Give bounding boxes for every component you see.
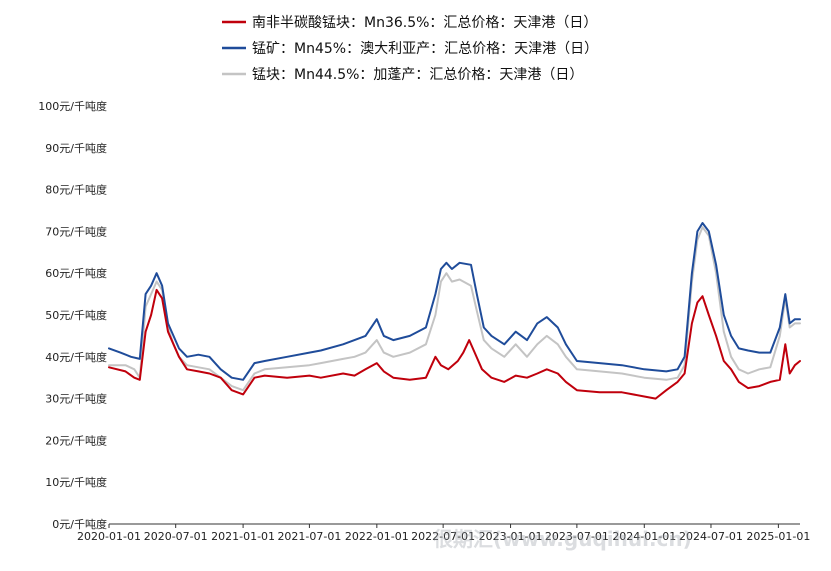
series-line-0 [108, 288, 801, 400]
legend-label: 锰矿：Mn45%：澳大利亚产：汇总价格：天津港（日） [252, 41, 598, 57]
y-tick-label: 90元/千吨度 [45, 141, 107, 155]
x-tick-label: 2024-07-01 [679, 530, 743, 543]
legend-label: 锰块：Mn44.5%：加蓬产：汇总价格：天津港（日） [252, 67, 583, 83]
y-tick-label: 50元/千吨度 [45, 308, 107, 322]
x-tick-label: 2024-01-01 [612, 530, 676, 543]
x-tick-label: 2023-07-01 [545, 530, 609, 543]
x-tick-label: 2021-01-01 [211, 530, 275, 543]
x-tick-label: 2020-01-01 [77, 530, 141, 543]
y-tick-label: 100元/千吨度 [38, 99, 107, 113]
x-tick-label: 2023-01-01 [479, 530, 543, 543]
x-axis: 2020-01-01 2020-07-01 2021-01-01 2021-07-01… [77, 523, 810, 543]
y-tick-label: 30元/千吨度 [45, 392, 107, 406]
series-layer [108, 222, 801, 400]
watermark-text: 很期汇(www.guqihui.cn) [433, 527, 692, 551]
series-line-2 [108, 226, 801, 392]
y-tick-label: 70元/千吨度 [45, 224, 107, 238]
x-tick-label: 2020-07-01 [144, 530, 208, 543]
x-tick-label: 2025-01-01 [746, 530, 810, 543]
y-axis: 0元/千吨度 10元/千吨度 20元/千吨度 30元/千吨度 40元/千吨度 50元/千吨… [38, 99, 107, 531]
y-tick-label: 80元/千吨度 [45, 183, 107, 197]
legend: 南非半碳酸锰块：Mn36.5%：汇总价格：天津港（日） 锰矿：Mn45%：澳大利亚… [222, 15, 598, 83]
x-tick-label: 2021-07-01 [277, 530, 341, 543]
y-tick-label: 10元/千吨度 [45, 475, 107, 489]
y-tick-label: 40元/千吨度 [45, 350, 107, 364]
legend-label: 南非半碳酸锰块：Mn36.5%：汇总价格：天津港（日） [252, 15, 597, 31]
y-tick-label: 0元/千吨度 [52, 517, 107, 531]
x-tick-label: 2022-01-01 [345, 530, 409, 543]
y-tick-label: 60元/千吨度 [45, 266, 107, 280]
y-tick-label: 20元/千吨度 [45, 433, 107, 447]
series-line-1 [108, 222, 801, 381]
x-tick-label: 2022-07-01 [411, 530, 475, 543]
